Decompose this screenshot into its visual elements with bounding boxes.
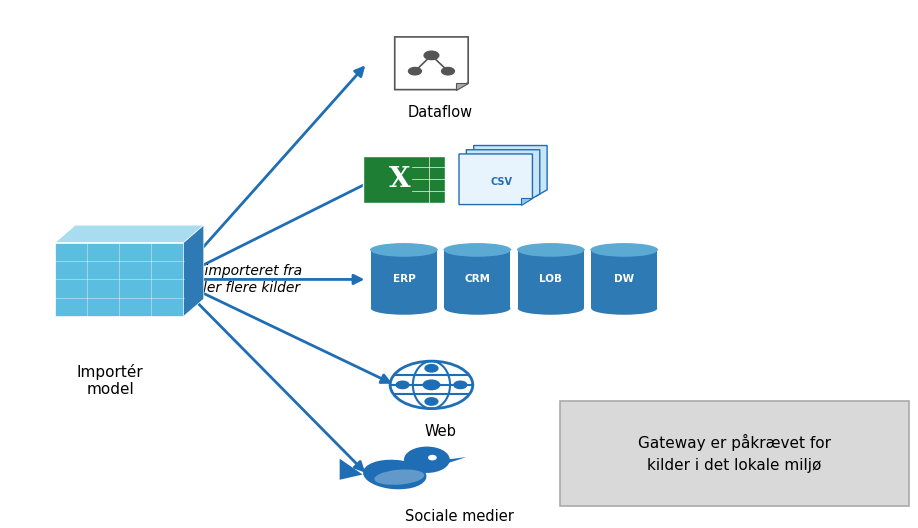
Ellipse shape [363, 460, 427, 489]
Ellipse shape [371, 244, 437, 257]
Text: CSV: CSV [490, 177, 512, 187]
Circle shape [429, 456, 436, 460]
Ellipse shape [591, 244, 657, 257]
Polygon shape [466, 150, 540, 200]
Circle shape [442, 68, 454, 75]
Ellipse shape [371, 302, 437, 315]
Polygon shape [456, 83, 468, 90]
Ellipse shape [518, 302, 584, 315]
Polygon shape [395, 37, 468, 90]
Text: X: X [388, 166, 410, 193]
Ellipse shape [375, 469, 424, 485]
Polygon shape [459, 154, 532, 204]
Ellipse shape [444, 302, 510, 315]
Circle shape [425, 364, 438, 372]
Text: Data importeret fra
en eller flere kilder: Data importeret fra en eller flere kilde… [166, 265, 302, 295]
Circle shape [424, 51, 439, 60]
Polygon shape [445, 457, 466, 464]
Text: Gateway er påkrævet for
kilder i det lokale miljø: Gateway er påkrævet for kilder i det lok… [638, 434, 831, 473]
Text: CRM: CRM [465, 275, 490, 285]
Polygon shape [474, 146, 547, 196]
Ellipse shape [518, 244, 584, 257]
Circle shape [404, 447, 450, 473]
Polygon shape [55, 225, 204, 242]
Polygon shape [444, 250, 510, 308]
Circle shape [423, 380, 440, 390]
Text: Importér
model: Importér model [77, 364, 143, 397]
Text: LOB: LOB [539, 275, 563, 285]
Text: Web: Web [425, 425, 456, 439]
Circle shape [425, 398, 438, 405]
Text: ERP: ERP [393, 275, 415, 285]
FancyBboxPatch shape [560, 401, 909, 506]
Polygon shape [184, 225, 204, 316]
Text: Dataflow: Dataflow [409, 106, 473, 120]
Polygon shape [591, 250, 657, 308]
FancyBboxPatch shape [363, 156, 445, 203]
Circle shape [397, 381, 409, 389]
Text: DW: DW [614, 275, 634, 285]
Ellipse shape [444, 244, 510, 257]
Circle shape [453, 381, 466, 389]
Polygon shape [340, 459, 363, 480]
Polygon shape [55, 242, 184, 316]
Polygon shape [371, 250, 437, 308]
Polygon shape [521, 198, 532, 204]
Ellipse shape [591, 302, 657, 315]
Circle shape [409, 68, 421, 75]
Polygon shape [518, 250, 584, 308]
Text: Sociale medier: Sociale medier [405, 509, 513, 524]
